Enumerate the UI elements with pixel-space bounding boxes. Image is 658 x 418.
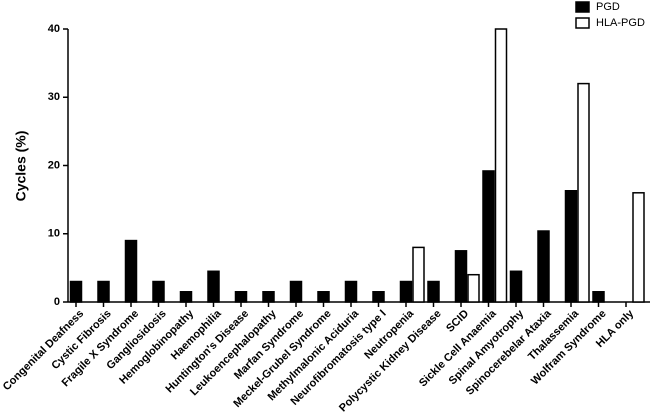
bar (179, 291, 193, 303)
bar (494, 28, 508, 303)
bar (372, 291, 385, 303)
bar (289, 280, 303, 303)
y-tick-label: 20 (48, 159, 60, 171)
bar (577, 82, 590, 303)
legend-label: HLA-PGD (596, 17, 645, 29)
y-tick-label: 10 (48, 228, 60, 240)
bar (152, 280, 165, 303)
legend-swatch (575, 1, 590, 13)
bar (467, 273, 480, 303)
bar (124, 239, 138, 303)
bar (207, 270, 220, 303)
bar (412, 246, 425, 303)
bar (454, 250, 468, 303)
bar (97, 280, 110, 303)
bar (234, 291, 248, 303)
bar (632, 192, 645, 303)
bar (317, 291, 330, 303)
legend-swatch (575, 17, 590, 29)
bar (592, 291, 605, 303)
bar (69, 280, 83, 303)
bar (564, 190, 578, 303)
y-tick-label: 0 (54, 296, 60, 308)
legend-label: PGD (596, 1, 620, 13)
y-tick-label: 30 (48, 91, 60, 103)
bar (427, 280, 440, 303)
bar (537, 230, 550, 303)
y-axis-label: Cycles (%) (13, 131, 29, 202)
bar (262, 291, 275, 303)
bar (509, 270, 523, 303)
y-tick-label: 40 (48, 23, 60, 35)
bar (399, 280, 413, 303)
bar (344, 280, 358, 303)
bar (482, 170, 495, 303)
